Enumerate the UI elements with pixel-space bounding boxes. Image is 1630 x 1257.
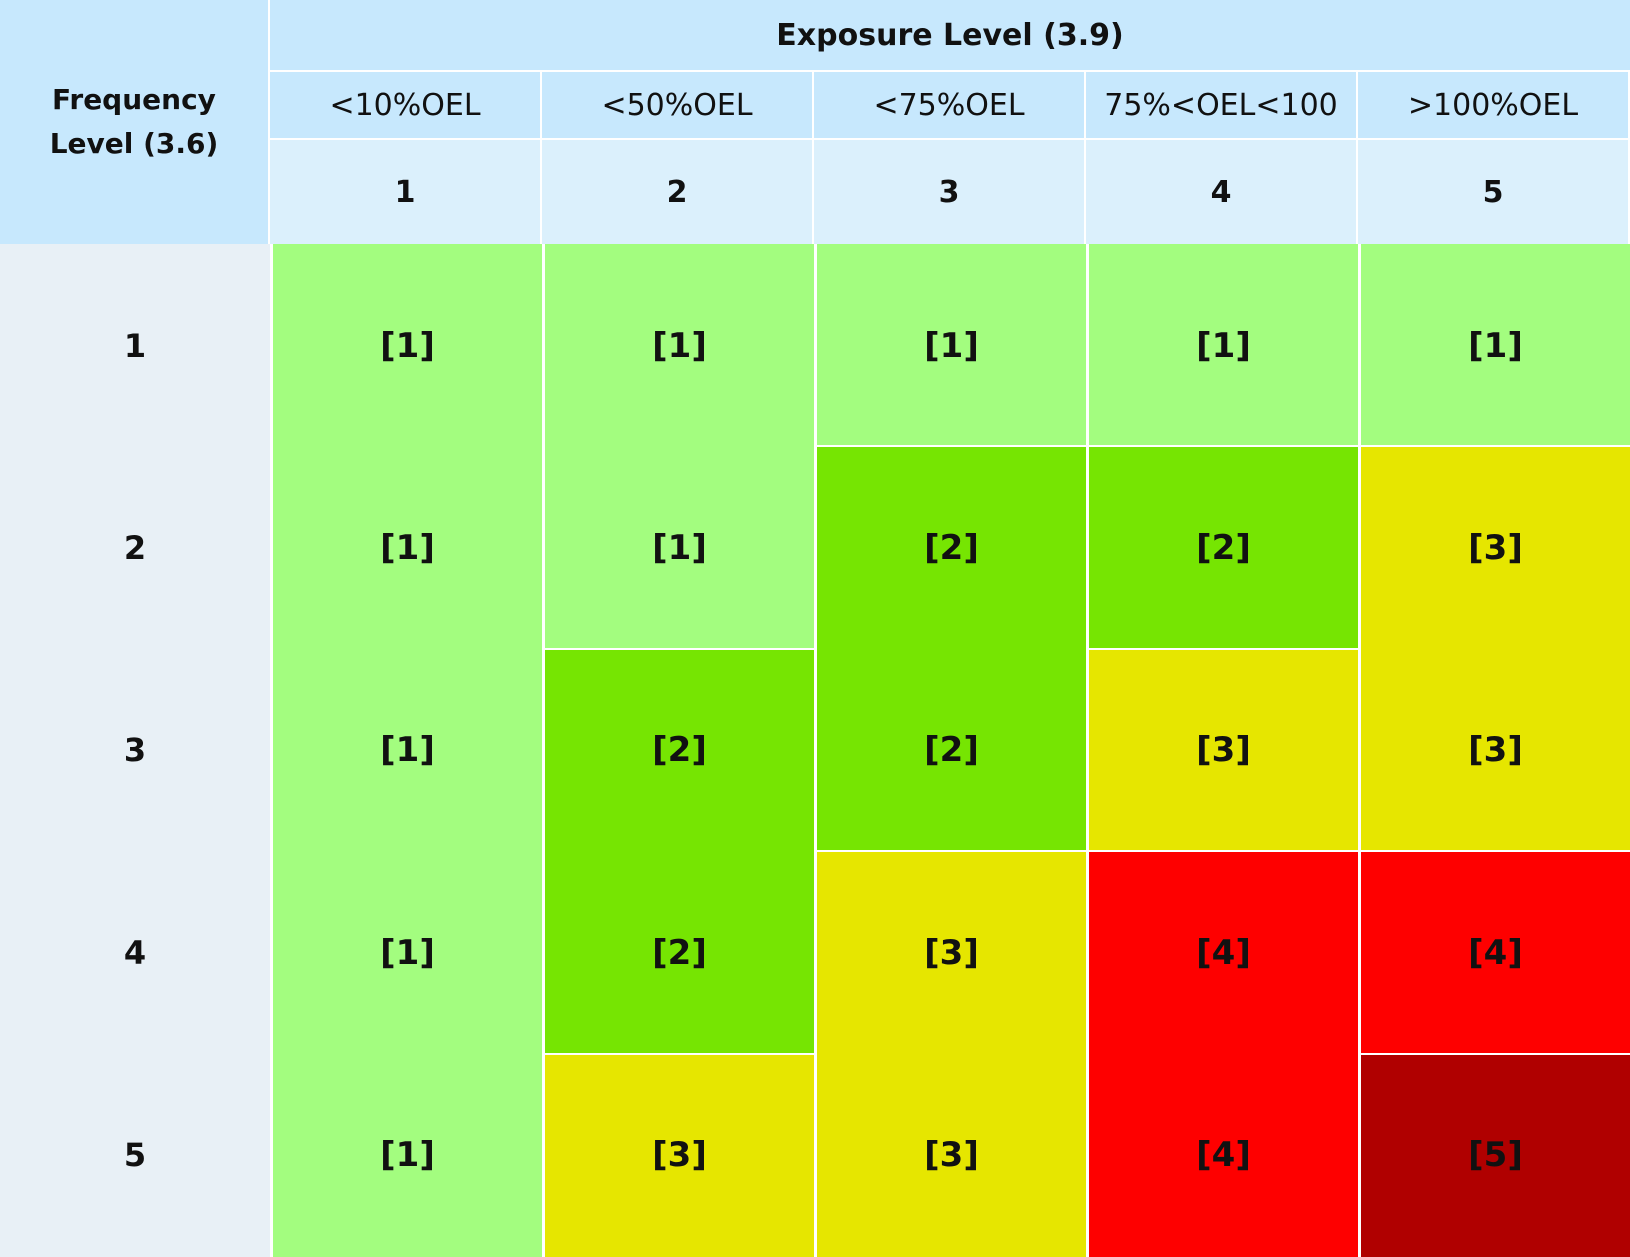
risk-cell: [1] (273, 851, 542, 1055)
risk-cell: [3] (817, 1053, 1086, 1257)
level-separator (545, 647, 814, 650)
risk-cell: [3] (1361, 446, 1630, 650)
column-level-label: 4 (1086, 140, 1356, 244)
level-separator (545, 1052, 814, 1055)
risk-cell: [3] (1361, 648, 1630, 852)
level-separator (1361, 445, 1630, 448)
column-level-label: 3 (814, 140, 1084, 244)
column-bin-label: <10%OEL (270, 72, 540, 138)
level-separator (1089, 850, 1358, 853)
level-separator (1361, 850, 1630, 853)
risk-cell: [2] (545, 851, 814, 1055)
risk-cell: [2] (1089, 446, 1358, 650)
column-level-label: 2 (542, 140, 812, 244)
risk-cell: [1] (273, 446, 542, 650)
risk-cell: [4] (1089, 1053, 1358, 1257)
exposure-level-header: Exposure Level (3.9) (270, 0, 1630, 70)
risk-cell: [4] (1089, 851, 1358, 1055)
risk-cell: [5] (1361, 1053, 1630, 1257)
risk-cell: [3] (1089, 648, 1358, 852)
row-level-label: 5 (0, 1053, 270, 1257)
risk-cell: [1] (273, 1053, 542, 1257)
risk-cell: [1] (273, 244, 542, 447)
level-separator (817, 850, 1086, 853)
risk-cell: [1] (545, 446, 814, 650)
frequency-label-line2: Level (3.6) (49, 127, 219, 160)
frequency-level-header: Frequency Level (3.6) (0, 0, 268, 244)
row-level-label: 3 (0, 648, 270, 853)
row-level-label: 2 (0, 446, 270, 650)
risk-cell: [2] (817, 446, 1086, 650)
risk-cell: [2] (817, 648, 1086, 852)
risk-cell: [2] (545, 648, 814, 852)
column-bin-label: >100%OEL (1358, 72, 1628, 138)
risk-cell: [1] (1089, 244, 1358, 447)
risk-cell: [1] (273, 648, 542, 852)
column-level-label: 1 (270, 140, 540, 244)
risk-cell: [1] (1361, 244, 1630, 447)
risk-cell: [1] (817, 244, 1086, 447)
row-level-label: 1 (0, 244, 270, 448)
risk-cell: [4] (1361, 851, 1630, 1055)
column-bin-label: <50%OEL (542, 72, 812, 138)
risk-cell: [3] (545, 1053, 814, 1257)
frequency-label-line1: Frequency (52, 83, 216, 116)
risk-cell: [1] (545, 244, 814, 447)
column-bin-label: 75%<OEL<100 (1086, 72, 1356, 138)
level-separator (817, 445, 1086, 448)
level-separator (1089, 647, 1358, 650)
row-level-label: 4 (0, 851, 270, 1055)
level-separator (1089, 445, 1358, 448)
column-level-label: 5 (1358, 140, 1628, 244)
column-bin-label: <75%OEL (814, 72, 1084, 138)
level-separator (1361, 1052, 1630, 1055)
risk-cell: [3] (817, 851, 1086, 1055)
